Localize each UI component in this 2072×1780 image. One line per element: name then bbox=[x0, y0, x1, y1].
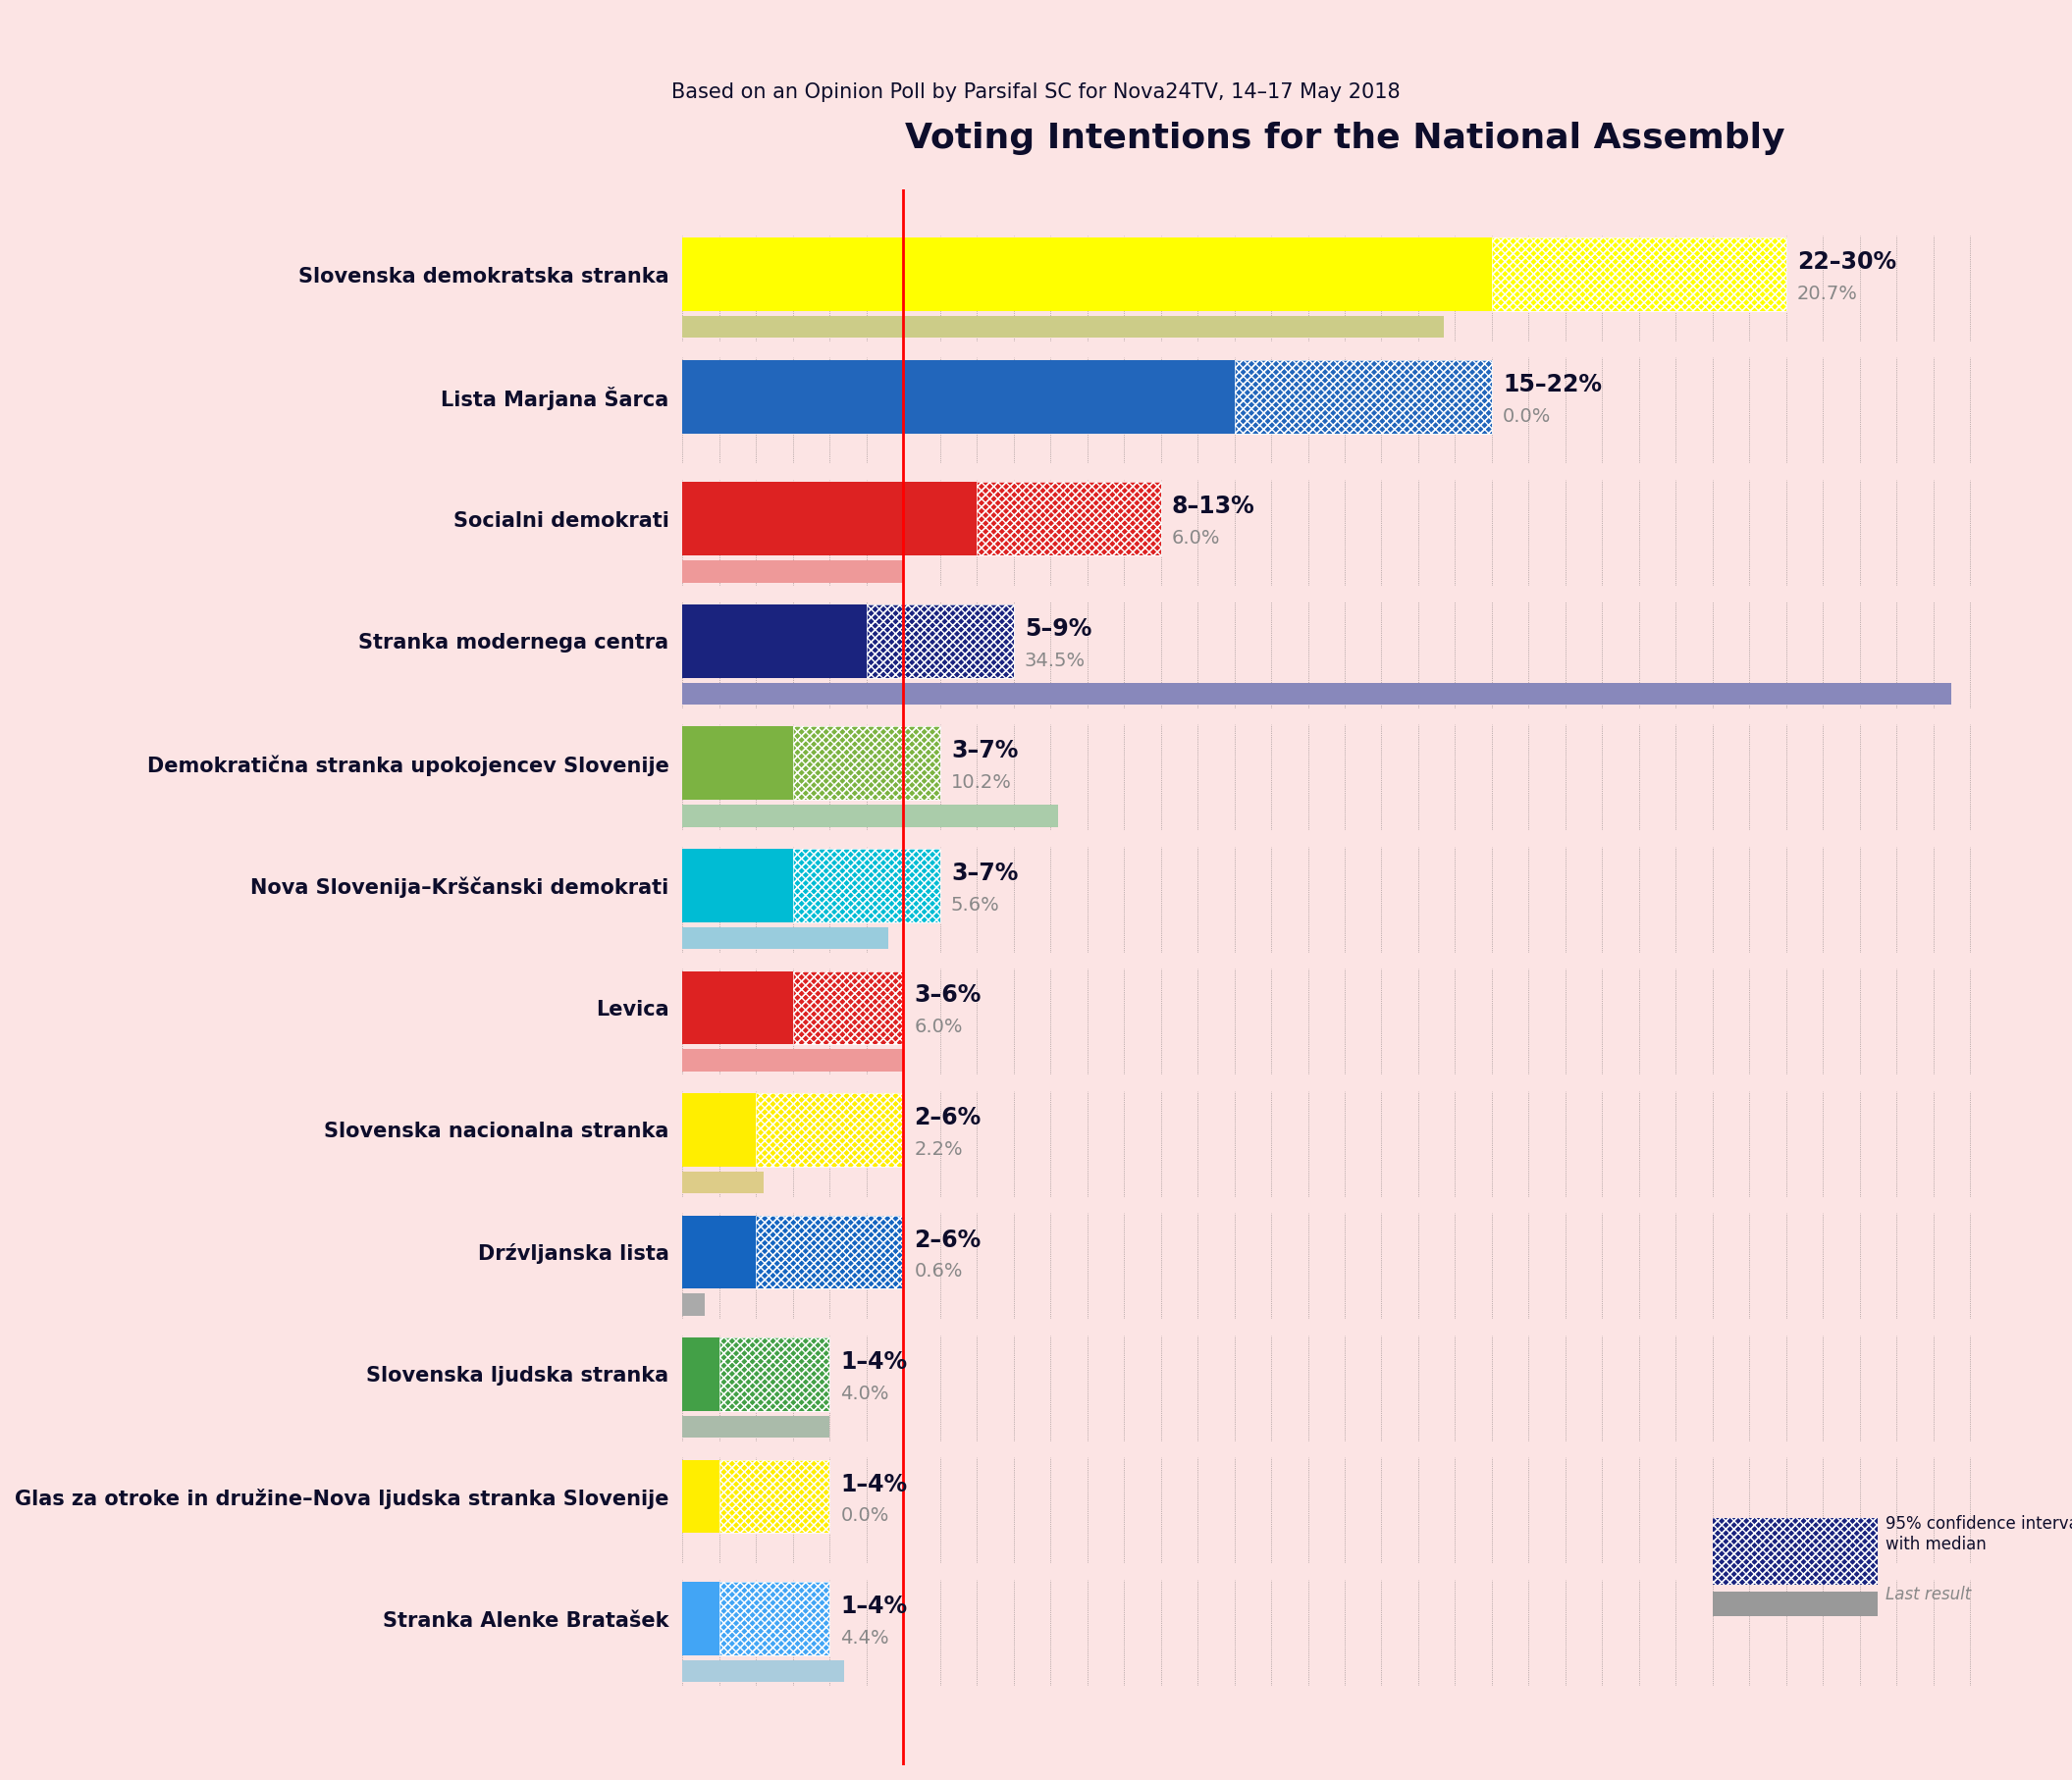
Bar bbox=[1235, 360, 1492, 433]
Bar bbox=[1714, 1518, 1877, 1584]
Bar bbox=[1714, 1518, 1877, 1584]
Text: 3–6%: 3–6% bbox=[914, 984, 982, 1007]
Bar bbox=[719, 1582, 829, 1655]
Bar bbox=[682, 805, 1057, 826]
Bar bbox=[682, 849, 794, 922]
Text: 5.6%: 5.6% bbox=[951, 895, 1001, 915]
Bar bbox=[794, 849, 941, 922]
Bar bbox=[682, 927, 889, 949]
Bar bbox=[794, 849, 941, 922]
Bar bbox=[794, 726, 941, 799]
Bar bbox=[1714, 1591, 1877, 1616]
Text: 10.2%: 10.2% bbox=[951, 774, 1011, 792]
Bar bbox=[794, 970, 903, 1045]
Bar bbox=[756, 1093, 903, 1166]
Text: 1–4%: 1–4% bbox=[841, 1595, 908, 1618]
Bar bbox=[866, 605, 1013, 678]
Text: 3–7%: 3–7% bbox=[951, 739, 1017, 764]
Text: 2–6%: 2–6% bbox=[914, 1105, 982, 1129]
Text: 6.0%: 6.0% bbox=[914, 1018, 963, 1036]
Text: 5–9%: 5–9% bbox=[1026, 618, 1092, 641]
Text: 4.0%: 4.0% bbox=[841, 1385, 889, 1403]
Bar bbox=[1492, 239, 1786, 312]
Bar bbox=[682, 1048, 903, 1072]
Bar bbox=[682, 1337, 719, 1412]
Text: 0.6%: 0.6% bbox=[914, 1262, 963, 1282]
Bar bbox=[976, 482, 1160, 555]
Text: 20.7%: 20.7% bbox=[1796, 285, 1859, 303]
Text: 0.0%: 0.0% bbox=[841, 1506, 889, 1525]
Text: Based on an Opinion Poll by Parsifal SC for Nova24TV, 14–17 May 2018: Based on an Opinion Poll by Parsifal SC … bbox=[671, 82, 1401, 103]
Bar bbox=[1235, 360, 1492, 433]
Bar bbox=[866, 605, 1013, 678]
Bar bbox=[682, 726, 794, 799]
Bar bbox=[794, 970, 903, 1045]
Bar bbox=[756, 1216, 903, 1289]
Bar bbox=[756, 1093, 903, 1166]
Bar bbox=[794, 849, 941, 922]
Text: 4.4%: 4.4% bbox=[841, 1629, 889, 1648]
Bar bbox=[866, 605, 1013, 678]
Bar bbox=[976, 482, 1160, 555]
Text: 1–4%: 1–4% bbox=[841, 1351, 908, 1374]
Text: 3–7%: 3–7% bbox=[951, 862, 1017, 885]
Text: 2–6%: 2–6% bbox=[914, 1228, 982, 1251]
Bar bbox=[682, 1661, 845, 1682]
Bar bbox=[682, 970, 794, 1045]
Bar bbox=[976, 482, 1160, 555]
Bar bbox=[682, 561, 903, 582]
Text: Last result: Last result bbox=[1886, 1586, 1970, 1604]
Title: Voting Intentions for the National Assembly: Voting Intentions for the National Assem… bbox=[905, 121, 1784, 155]
Text: 0.0%: 0.0% bbox=[1502, 408, 1552, 425]
Bar bbox=[719, 1460, 829, 1533]
Bar bbox=[719, 1582, 829, 1655]
Bar bbox=[756, 1093, 903, 1166]
Bar bbox=[1714, 1518, 1877, 1584]
Bar bbox=[682, 1460, 719, 1533]
Bar bbox=[794, 970, 903, 1045]
Bar bbox=[1235, 360, 1492, 433]
Text: 1–4%: 1–4% bbox=[841, 1472, 908, 1495]
Bar bbox=[682, 1171, 762, 1193]
Bar bbox=[682, 1294, 704, 1315]
Bar bbox=[682, 1582, 719, 1655]
Bar bbox=[794, 726, 941, 799]
Bar bbox=[794, 726, 941, 799]
Bar bbox=[1492, 239, 1786, 312]
Bar bbox=[682, 1093, 756, 1166]
Bar bbox=[682, 1216, 756, 1289]
Bar bbox=[682, 605, 866, 678]
Text: 22–30%: 22–30% bbox=[1796, 251, 1896, 274]
Bar bbox=[682, 482, 976, 555]
Bar bbox=[719, 1460, 829, 1533]
Bar bbox=[719, 1337, 829, 1412]
Bar bbox=[756, 1216, 903, 1289]
Bar bbox=[719, 1337, 829, 1412]
Bar bbox=[719, 1337, 829, 1412]
Bar bbox=[1492, 239, 1786, 312]
Bar bbox=[756, 1216, 903, 1289]
Bar bbox=[682, 239, 1492, 312]
Bar bbox=[719, 1460, 829, 1533]
Bar bbox=[682, 360, 1235, 433]
Text: 95% confidence interval
with median: 95% confidence interval with median bbox=[1886, 1515, 2072, 1552]
Text: 34.5%: 34.5% bbox=[1026, 651, 1086, 669]
Bar bbox=[682, 682, 1952, 705]
Bar bbox=[682, 317, 1444, 338]
Text: 8–13%: 8–13% bbox=[1173, 495, 1256, 518]
Text: 15–22%: 15–22% bbox=[1502, 372, 1602, 397]
Text: 2.2%: 2.2% bbox=[914, 1139, 963, 1159]
Bar bbox=[719, 1582, 829, 1655]
Text: 6.0%: 6.0% bbox=[1173, 529, 1220, 548]
Bar bbox=[682, 1415, 829, 1438]
